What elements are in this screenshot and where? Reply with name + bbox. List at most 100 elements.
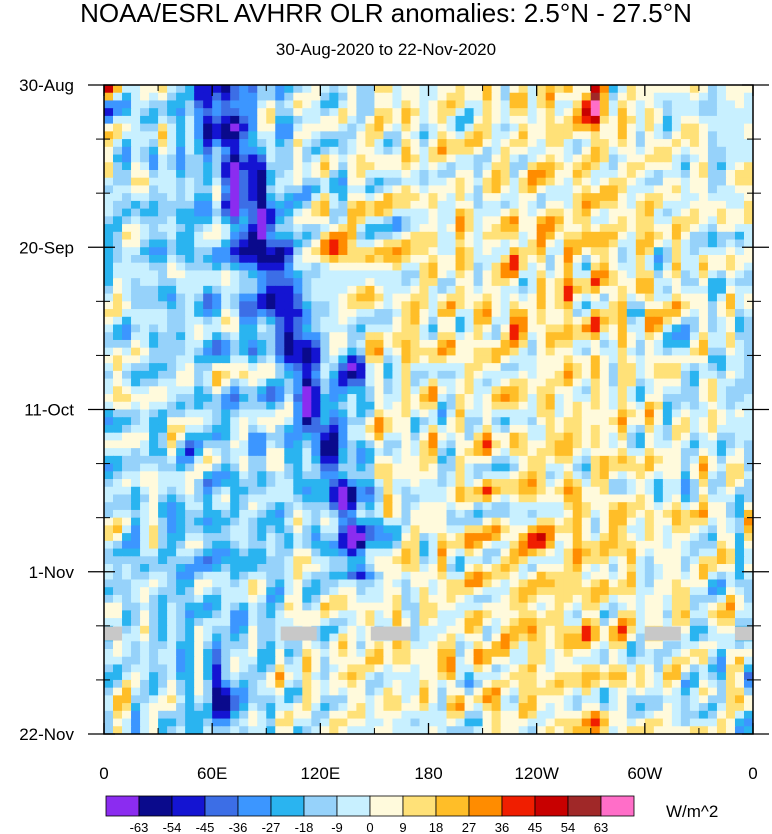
field-cell	[536, 293, 547, 302]
field-cell	[707, 316, 718, 326]
field-cell	[104, 440, 114, 449]
field-cell	[167, 231, 177, 241]
field-cell	[680, 432, 691, 442]
field-cell	[257, 394, 267, 403]
field-cell	[608, 401, 619, 411]
field-cell	[257, 347, 267, 357]
field-cell	[428, 270, 439, 279]
field-cell	[644, 594, 655, 604]
field-cell	[185, 285, 195, 295]
field-cell	[518, 401, 529, 411]
field-cell	[509, 185, 520, 194]
field-cell	[302, 409, 312, 418]
field-cell	[716, 540, 727, 550]
field-cell	[419, 494, 430, 503]
field-cell	[689, 386, 700, 395]
field-cell	[302, 417, 312, 426]
field-cell	[707, 455, 718, 465]
field-cell	[617, 471, 628, 480]
field-cell	[734, 262, 745, 272]
field-cell	[563, 100, 574, 109]
field-cell	[473, 363, 484, 372]
field-cell	[311, 540, 321, 550]
field-cell	[320, 370, 330, 380]
field-cell	[347, 139, 357, 148]
field-cell	[509, 448, 520, 457]
field-cell	[545, 185, 556, 194]
field-cell	[212, 571, 222, 581]
field-cell	[491, 278, 502, 287]
field-cell	[410, 92, 421, 102]
field-cell	[113, 131, 123, 140]
field-cell	[239, 231, 249, 241]
field-cell	[689, 471, 700, 480]
field-cell	[491, 394, 502, 403]
field-cell	[617, 370, 628, 380]
field-cell	[428, 123, 439, 132]
field-cell	[131, 254, 141, 264]
field-cell	[113, 154, 123, 163]
field-cell	[329, 123, 339, 132]
field-cell	[257, 424, 267, 434]
field-cell	[689, 139, 700, 148]
field-cell	[464, 270, 475, 279]
field-cell	[221, 254, 231, 264]
field-cell	[374, 332, 385, 341]
field-cell	[212, 594, 222, 604]
field-cell	[518, 100, 529, 109]
field-cell	[689, 548, 700, 557]
field-cell	[383, 139, 394, 148]
field-cell	[680, 200, 691, 210]
field-cell	[185, 579, 195, 588]
field-cell	[266, 455, 276, 465]
field-cell	[365, 92, 376, 102]
field-cell	[167, 355, 177, 364]
field-cell	[689, 355, 700, 364]
field-cell	[671, 594, 682, 604]
field-cell	[338, 301, 348, 310]
field-cell	[338, 417, 348, 426]
field-cell	[212, 509, 222, 519]
field-cell	[131, 540, 141, 550]
field-cell	[608, 432, 619, 442]
field-cell	[698, 146, 709, 156]
field-cell	[230, 131, 240, 140]
field-cell	[491, 502, 502, 511]
field-cell	[113, 309, 123, 318]
field-cell	[356, 177, 366, 187]
field-cell	[716, 525, 727, 534]
field-cell	[329, 239, 339, 248]
field-cell	[221, 424, 231, 434]
field-cell	[518, 185, 529, 194]
field-cell	[203, 293, 213, 302]
field-cell	[338, 502, 348, 511]
field-cell	[257, 85, 267, 94]
field-cell	[464, 146, 475, 156]
field-cell	[419, 378, 430, 387]
field-cell	[158, 108, 168, 117]
field-cell	[401, 494, 412, 503]
field-cell	[311, 92, 321, 102]
field-cell	[725, 115, 736, 125]
field-cell	[248, 556, 258, 565]
field-cell	[275, 579, 285, 588]
field-cell	[131, 455, 141, 465]
field-cell	[698, 316, 709, 326]
field-cell	[563, 417, 574, 426]
field-cell	[464, 231, 475, 241]
field-cell	[491, 347, 502, 357]
field-cell	[149, 224, 159, 233]
field-cell	[212, 540, 222, 550]
field-cell	[428, 185, 439, 194]
field-cell	[635, 401, 646, 411]
field-cell	[509, 502, 520, 511]
field-cell	[725, 533, 736, 542]
field-cell	[590, 347, 601, 357]
field-cell	[734, 347, 745, 357]
field-cell	[374, 285, 385, 295]
field-cell	[491, 533, 502, 542]
field-cell	[167, 525, 177, 534]
field-cell	[590, 363, 601, 372]
field-cell	[392, 193, 403, 202]
field-cell	[122, 185, 132, 194]
